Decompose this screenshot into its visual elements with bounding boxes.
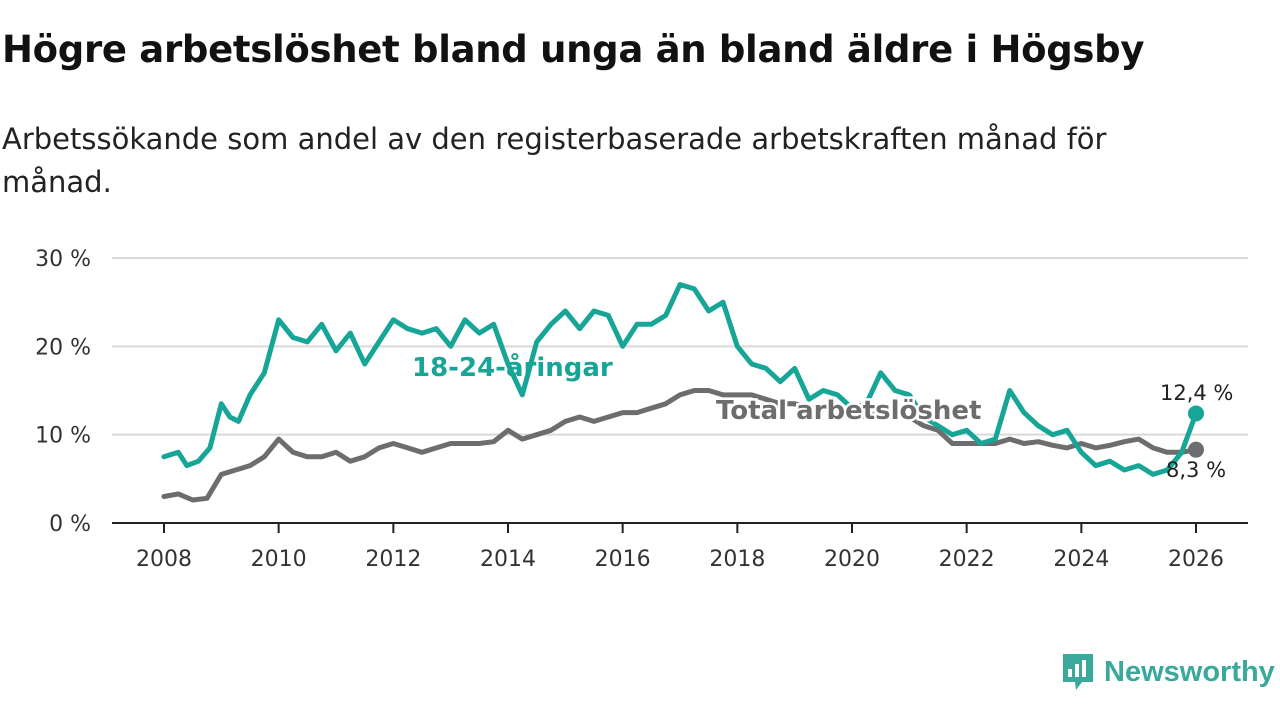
- end-label-total: 8,3 %: [1166, 458, 1226, 482]
- chart-subtitle: Arbetssökande som andel av den registerb…: [2, 122, 1107, 199]
- x-tick-label: 2016: [595, 547, 651, 572]
- end-point-total: [1188, 441, 1204, 458]
- x-tick-label: 2024: [1053, 547, 1109, 572]
- x-tick-label: 2008: [136, 547, 192, 572]
- end-label-youth: 12,4 %: [1160, 381, 1233, 405]
- x-tick-label: 2010: [251, 547, 307, 572]
- brand-name: Newsworthy: [1104, 655, 1275, 688]
- brand-logo: Newsworthy: [1060, 652, 1275, 692]
- end-point-youth: [1188, 405, 1204, 422]
- x-tick-label: 2026: [1168, 547, 1224, 572]
- x-tick-label: 2012: [365, 547, 421, 572]
- newsworthy-logo-icon: [1063, 654, 1093, 690]
- series-layer: [161, 282, 1199, 503]
- y-tick-label: 20 %: [35, 335, 91, 360]
- x-tick-label: 2018: [709, 547, 765, 572]
- y-tick-label: 0 %: [49, 512, 91, 537]
- series-label-youth: 18-24-åringar: [412, 351, 613, 383]
- x-tick-label: 2022: [939, 547, 995, 572]
- x-tick-label: 2020: [824, 547, 880, 572]
- y-tick-label: 10 %: [35, 424, 91, 449]
- series-line-youth: [161, 282, 1199, 477]
- end-marker-layer: [1188, 405, 1204, 458]
- x-tick-label: 2014: [480, 547, 536, 572]
- axis-layer: 0 % 10 % 20 % 30 % 2008 2010 2012 2014 2016 2018 2…: [35, 247, 1248, 572]
- chart-title: Högre arbetslöshet bland unga än bland ä…: [2, 28, 1145, 71]
- series-line-total: [161, 388, 1199, 503]
- series-label-total: Total arbetslöshet: [716, 396, 981, 426]
- y-tick-label: 30 %: [35, 247, 91, 272]
